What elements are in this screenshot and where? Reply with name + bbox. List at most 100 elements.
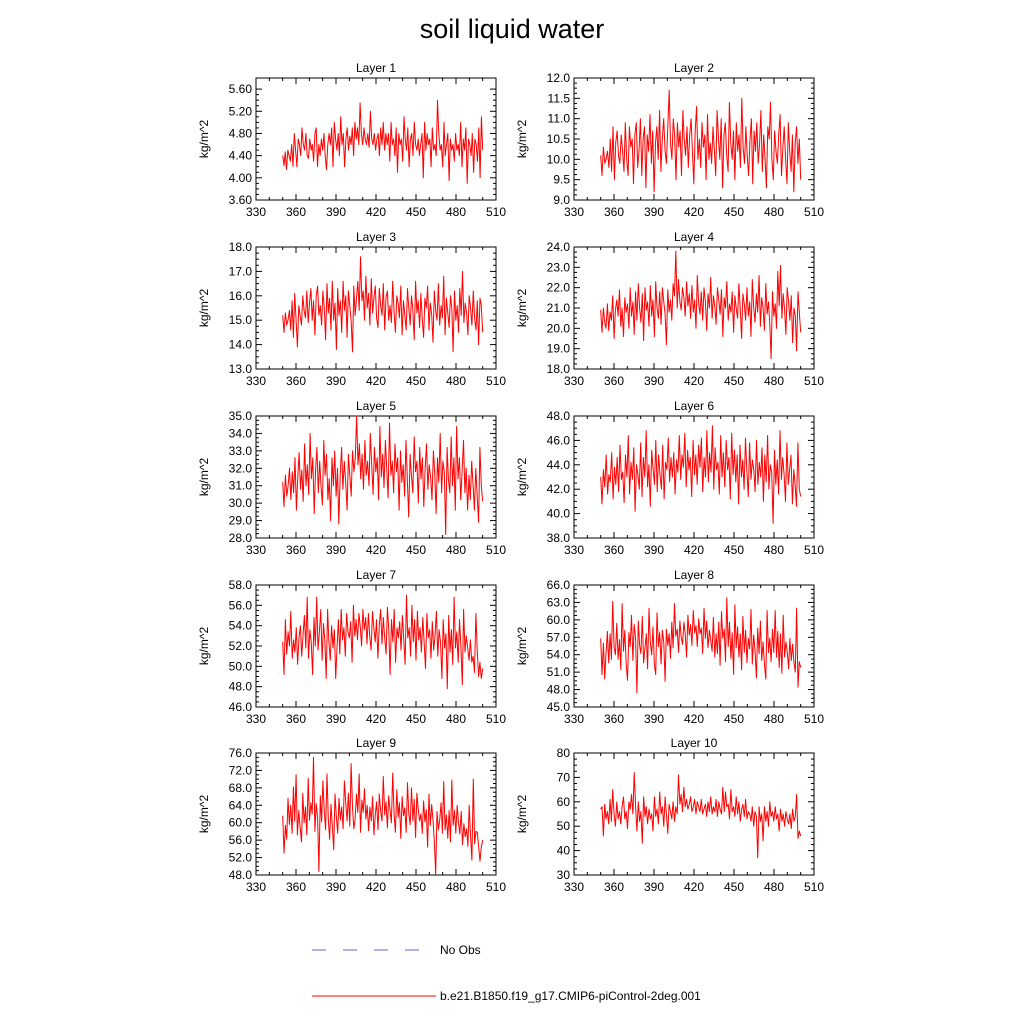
y-tick-label: 5.60 bbox=[229, 82, 253, 96]
chart-panel: Layer 7 330 360 390 420 450 480 510 46.0 48.0 50.0… bbox=[197, 568, 506, 726]
y-tick-label: 13.0 bbox=[229, 362, 253, 376]
y-tick-label: 44.0 bbox=[547, 458, 571, 472]
y-tick-label: 19.0 bbox=[547, 342, 571, 356]
x-tick-label: 510 bbox=[486, 880, 506, 894]
y-tick-label: 21.0 bbox=[547, 301, 571, 315]
y-tick-label: 64.0 bbox=[229, 798, 253, 812]
x-tick-label: 510 bbox=[804, 374, 824, 388]
series-line bbox=[600, 250, 802, 360]
y-tick-label: 32.0 bbox=[229, 461, 253, 475]
y-tick-label: 60.0 bbox=[229, 816, 253, 830]
panel-title: Layer 5 bbox=[356, 399, 396, 413]
series-line bbox=[600, 772, 802, 859]
chart-panel: Layer 4 330 360 390 420 450 480 510 18.0 19.0 20.0… bbox=[515, 230, 824, 388]
plot-frame bbox=[255, 752, 497, 876]
x-tick-label: 360 bbox=[286, 880, 306, 894]
series-line bbox=[282, 756, 484, 875]
y-tick-label: 22.0 bbox=[547, 281, 571, 295]
chart-panel: Layer 5 330 360 390 420 450 480 510 28.0 29.0 30.0… bbox=[197, 399, 506, 557]
x-tick-label: 420 bbox=[684, 374, 704, 388]
y-tick-label: 76.0 bbox=[229, 746, 253, 760]
y-axis-label: kg/m^2 bbox=[515, 458, 529, 497]
y-tick-label: 50 bbox=[557, 819, 571, 833]
x-tick-label: 390 bbox=[644, 880, 664, 894]
y-tick-label: 4.00 bbox=[229, 171, 253, 185]
x-tick-label: 420 bbox=[684, 712, 704, 726]
panel-title: Layer 4 bbox=[674, 230, 714, 244]
y-tick-label: 35.0 bbox=[229, 409, 253, 423]
x-tick-label: 360 bbox=[604, 543, 624, 557]
series-line bbox=[282, 99, 484, 184]
x-tick-label: 360 bbox=[286, 712, 306, 726]
x-tick-label: 480 bbox=[446, 880, 466, 894]
y-tick-label: 50.0 bbox=[229, 659, 253, 673]
y-tick-label: 56.0 bbox=[229, 833, 253, 847]
y-tick-label: 60.0 bbox=[547, 613, 571, 627]
y-tick-label: 48.0 bbox=[229, 680, 253, 694]
x-tick-label: 360 bbox=[286, 543, 306, 557]
y-tick-label: 17.0 bbox=[229, 264, 253, 278]
x-tick-label: 390 bbox=[326, 374, 346, 388]
y-tick-label: 29.0 bbox=[229, 514, 253, 528]
x-tick-label: 510 bbox=[804, 880, 824, 894]
x-tick-label: 510 bbox=[804, 205, 824, 219]
x-tick-label: 420 bbox=[366, 712, 386, 726]
y-axis-label: kg/m^2 bbox=[197, 627, 211, 666]
y-tick-label: 34.0 bbox=[229, 426, 253, 440]
panel-title: Layer 2 bbox=[674, 61, 714, 75]
x-tick-label: 330 bbox=[564, 712, 584, 726]
y-tick-label: 33.0 bbox=[229, 444, 253, 458]
y-tick-label: 52.0 bbox=[229, 639, 253, 653]
panel-title: Layer 10 bbox=[671, 736, 718, 750]
panel-title: Layer 9 bbox=[356, 736, 396, 750]
y-axis-label: kg/m^2 bbox=[515, 795, 529, 834]
x-tick-label: 450 bbox=[724, 712, 744, 726]
x-tick-label: 450 bbox=[724, 543, 744, 557]
y-tick-label: 16.0 bbox=[229, 289, 253, 303]
y-tick-label: 51.0 bbox=[547, 665, 571, 679]
x-tick-label: 480 bbox=[446, 543, 466, 557]
x-tick-label: 360 bbox=[286, 205, 306, 219]
x-tick-label: 330 bbox=[246, 374, 266, 388]
y-tick-label: 48.0 bbox=[547, 409, 571, 423]
x-tick-label: 480 bbox=[764, 880, 784, 894]
x-tick-label: 330 bbox=[564, 543, 584, 557]
x-tick-label: 330 bbox=[246, 880, 266, 894]
x-tick-label: 480 bbox=[446, 205, 466, 219]
x-tick-label: 450 bbox=[724, 374, 744, 388]
y-axis-label: kg/m^2 bbox=[197, 120, 211, 159]
x-tick-label: 510 bbox=[804, 543, 824, 557]
y-tick-label: 9.5 bbox=[553, 173, 570, 187]
x-tick-label: 390 bbox=[644, 205, 664, 219]
y-tick-label: 57.0 bbox=[547, 630, 571, 644]
y-tick-label: 70 bbox=[557, 770, 571, 784]
y-tick-label: 45.0 bbox=[547, 700, 571, 714]
y-tick-label: 4.40 bbox=[229, 149, 253, 163]
x-tick-label: 420 bbox=[366, 205, 386, 219]
y-tick-label: 4.80 bbox=[229, 126, 253, 140]
x-tick-label: 420 bbox=[366, 374, 386, 388]
x-tick-label: 330 bbox=[246, 205, 266, 219]
y-tick-label: 12.0 bbox=[547, 71, 571, 85]
figure-title: soil liquid water bbox=[419, 14, 605, 44]
y-tick-label: 20.0 bbox=[547, 321, 571, 335]
x-tick-label: 390 bbox=[326, 543, 346, 557]
y-tick-label: 11.5 bbox=[548, 91, 571, 105]
series-line bbox=[600, 425, 802, 524]
x-tick-label: 450 bbox=[406, 205, 426, 219]
x-tick-label: 420 bbox=[366, 880, 386, 894]
x-tick-label: 510 bbox=[486, 374, 506, 388]
series-line bbox=[282, 594, 484, 690]
x-tick-label: 480 bbox=[446, 374, 466, 388]
y-tick-label: 72.0 bbox=[229, 763, 253, 777]
chart-panel: Layer 10 330 360 390 420 450 480 510 30 40 50 60 70 8… bbox=[515, 736, 824, 894]
panel-title: Layer 3 bbox=[356, 230, 396, 244]
x-tick-label: 390 bbox=[326, 880, 346, 894]
chart-panel: Layer 2 330 360 390 420 450 480 510 9.0 9.5 10.0 10… bbox=[515, 61, 824, 219]
chart-panel: Layer 6 330 360 390 420 450 480 510 38.0 40.0 42.0… bbox=[515, 399, 824, 557]
y-tick-label: 23.0 bbox=[547, 260, 571, 274]
x-tick-label: 480 bbox=[764, 374, 784, 388]
y-tick-label: 46.0 bbox=[229, 700, 253, 714]
y-tick-label: 30 bbox=[557, 868, 571, 882]
y-tick-label: 40 bbox=[557, 844, 571, 858]
